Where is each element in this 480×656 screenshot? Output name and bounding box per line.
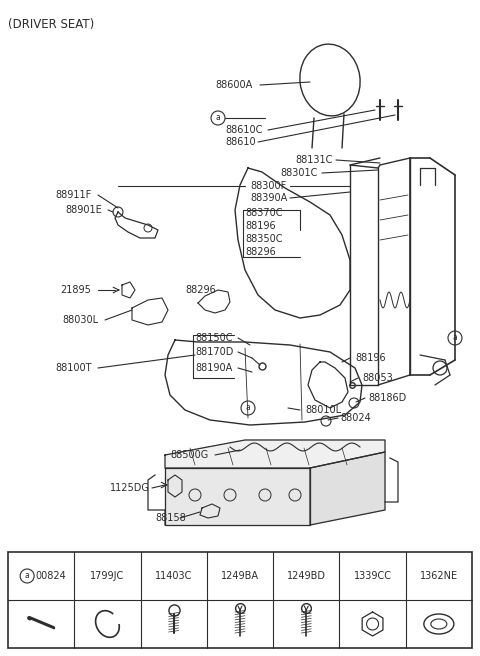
Text: 1249BA: 1249BA [221,571,259,581]
Text: (DRIVER SEAT): (DRIVER SEAT) [8,18,94,31]
Text: 88390A: 88390A [250,193,287,203]
Polygon shape [310,452,385,525]
Polygon shape [165,440,385,468]
Text: 88196: 88196 [355,353,385,363]
Bar [8,552,472,648]
Text: 88911F: 88911F [55,190,91,200]
Text: 88610: 88610 [225,137,256,147]
Text: 1125DG: 1125DG [110,483,150,493]
Text: 88190A: 88190A [195,363,232,373]
Text: 88030L: 88030L [62,315,98,325]
Text: 88901E: 88901E [65,205,102,215]
Text: 88024: 88024 [340,413,371,423]
Text: 88610C: 88610C [225,125,263,135]
Text: 88150C: 88150C [195,333,232,343]
Text: 88186D: 88186D [368,393,406,403]
Text: a: a [25,571,29,581]
Text: 88131C: 88131C [295,155,332,165]
Text: 21895: 21895 [60,285,91,295]
Text: a: a [246,403,251,413]
Text: 88170D: 88170D [195,347,233,357]
Text: a: a [216,113,220,123]
Text: 00824: 00824 [35,571,66,581]
Text: 88296: 88296 [245,247,276,257]
Text: 88158: 88158 [155,513,186,523]
Text: 88370C: 88370C [245,208,283,218]
Polygon shape [165,468,310,525]
Text: 88350C: 88350C [245,234,283,244]
Text: 1249BD: 1249BD [287,571,326,581]
Text: 88300F: 88300F [250,181,286,191]
Text: 1362NE: 1362NE [420,571,458,581]
Text: a: a [453,333,457,342]
Text: 1339CC: 1339CC [354,571,392,581]
Text: 88301C: 88301C [280,168,317,178]
Text: 88500G: 88500G [170,450,208,460]
Text: 11403C: 11403C [155,571,192,581]
Text: 1799JC: 1799JC [90,571,124,581]
Text: 88100T: 88100T [55,363,92,373]
Text: 88196: 88196 [245,221,276,231]
Text: 88296: 88296 [185,285,216,295]
Text: 88600A: 88600A [215,80,252,90]
Text: 88053: 88053 [362,373,393,383]
Text: 88010L: 88010L [305,405,341,415]
